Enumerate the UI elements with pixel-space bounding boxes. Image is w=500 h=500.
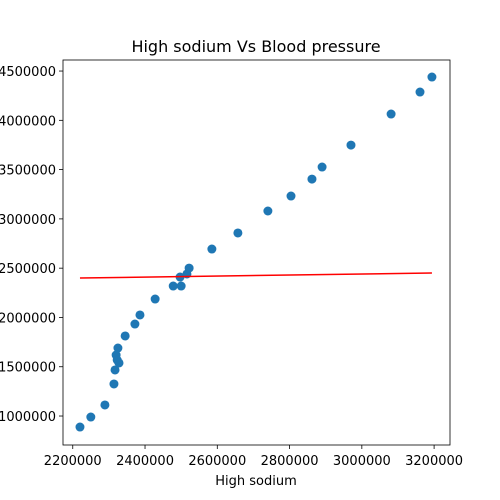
scatter-point	[207, 244, 217, 254]
scatter-point	[110, 365, 120, 375]
scatter-point	[346, 140, 356, 150]
scatter-point	[75, 422, 85, 432]
x-axis-label: High sodium	[215, 474, 297, 489]
y-tick-label: 1500000	[0, 361, 56, 376]
scatter-point	[286, 191, 296, 201]
scatter-point	[168, 281, 178, 291]
x-tick-label: 2200000	[44, 454, 102, 469]
y-tick-label: 2500000	[0, 262, 56, 277]
scatter-point	[307, 174, 317, 184]
x-tick-label: 3200000	[405, 454, 463, 469]
scatter-point	[233, 228, 243, 238]
y-tick-label: 3500000	[0, 164, 56, 179]
y-tick-label: 4500000	[0, 65, 56, 80]
scatter-point	[120, 331, 130, 341]
scatter-point	[415, 87, 425, 97]
x-tick-label: 2800000	[261, 454, 319, 469]
scatter-point	[114, 358, 124, 368]
x-tick-label: 2400000	[116, 454, 174, 469]
scatter-point	[176, 281, 186, 291]
scatter-point	[135, 310, 145, 320]
x-tick-label: 2600000	[188, 454, 246, 469]
scatter-point	[113, 343, 123, 353]
scatter-point	[317, 162, 327, 172]
y-tick-label: 3000000	[0, 213, 56, 228]
y-tick-label: 2000000	[0, 311, 56, 326]
fit-line	[79, 272, 432, 279]
y-tick-label: 1000000	[0, 410, 56, 425]
scatter-point	[150, 294, 160, 304]
scatter-point	[86, 412, 96, 422]
scatter-point	[130, 319, 140, 329]
y-tick-label: 4000000	[0, 114, 56, 129]
scatter-point	[109, 379, 119, 389]
plot-frame	[62, 59, 451, 446]
scatter-point	[427, 72, 437, 82]
scatter-point	[263, 206, 273, 216]
scatter-point	[100, 400, 110, 410]
scatter-point	[184, 263, 194, 273]
x-tick-label: 3000000	[333, 454, 391, 469]
scatter-point	[386, 109, 396, 119]
chart-title: High sodium Vs Blood pressure	[131, 37, 380, 56]
